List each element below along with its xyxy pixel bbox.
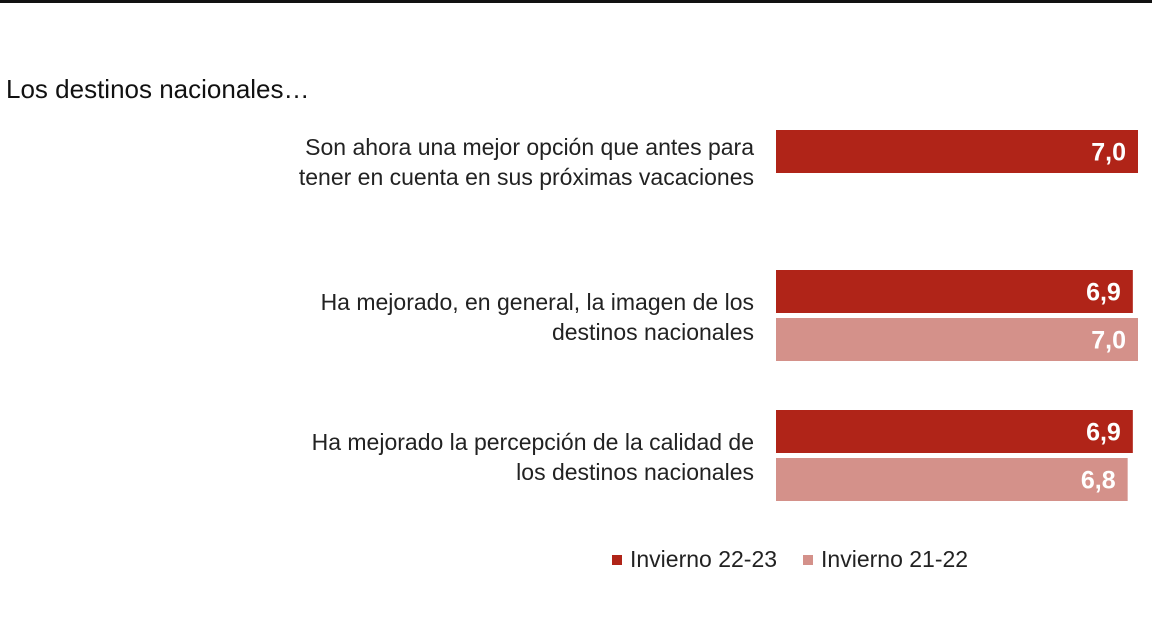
- legend-item-invierno-21-22: Invierno 21-22: [803, 546, 968, 573]
- bar-imagen-invierno-22-23: [776, 270, 1133, 313]
- bar-value-label-calidad-invierno-22-23: 6,9: [1086, 419, 1121, 447]
- bar-calidad-invierno-21-22: [776, 458, 1128, 501]
- category-label-mejor-opcion: Son ahora una mejor opción que antes par…: [298, 134, 754, 190]
- bar-mejor-opcion-invierno-22-23: [776, 130, 1138, 173]
- category-label-calidad: Ha mejorado la percepción de la calidad …: [311, 429, 754, 485]
- bar-calidad-invierno-22-23: [776, 410, 1133, 453]
- bar-value-label-imagen-invierno-21-22: 7,0: [1091, 327, 1126, 355]
- legend-swatch-invierno-21-22: [803, 554, 814, 565]
- legend-swatch-invierno-22-23: [612, 554, 622, 565]
- bar-value-label-calidad-invierno-21-22: 6,8: [1081, 467, 1116, 495]
- top-rule: [0, 0, 1152, 3]
- legend: Invierno 22-23 Invierno 21-22: [612, 546, 994, 573]
- bar-imagen-invierno-21-22: [776, 318, 1138, 361]
- category-label-imagen: Ha mejorado, en general, la imagen de lo…: [320, 289, 754, 345]
- legend-label-invierno-22-23: Invierno 22-23: [630, 546, 778, 572]
- legend-item-invierno-22-23: Invierno 22-23: [612, 546, 777, 573]
- chart-subtitle: Los destinos nacionales…: [6, 74, 310, 104]
- bar-value-label-mejor-opcion-invierno-22-23: 7,0: [1091, 139, 1126, 167]
- bar-value-label-imagen-invierno-22-23: 6,9: [1086, 279, 1121, 307]
- legend-label-invierno-21-22: Invierno 21-22: [821, 546, 969, 572]
